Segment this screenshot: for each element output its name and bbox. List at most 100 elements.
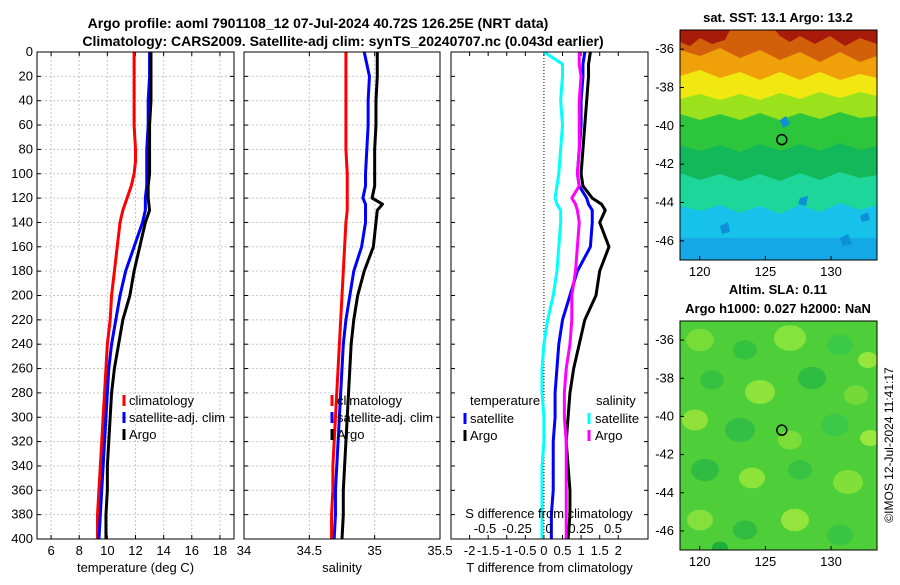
header-title-line1: Argo profile: aoml 7901108_12 07-Jul-202… <box>88 15 549 31</box>
y-tick-label: 320 <box>11 434 33 449</box>
sla-map-title-line1: Altim. SLA: 0.11 <box>729 282 827 297</box>
sst-argo-marker <box>776 133 788 146</box>
y-tick-label: 60 <box>19 117 33 132</box>
map-y-tick-label: -46 <box>655 233 674 248</box>
x-tick-label: 1.5 <box>591 543 609 558</box>
legend-label: climatology <box>129 393 195 408</box>
sla-anomaly-blob <box>774 325 806 351</box>
sla-anomaly-blob <box>827 334 853 356</box>
x-tick-label: 10 <box>100 543 114 558</box>
sla-anomaly-blob <box>691 458 719 482</box>
x-tick-label: 12 <box>128 543 142 558</box>
map-x-tick-label: 125 <box>755 264 777 279</box>
s-axis-title: S difference from climatology <box>465 506 633 521</box>
sla-anomaly-blobs <box>682 325 877 550</box>
x-tick-label: 18 <box>213 543 227 558</box>
x-tick-label: 16 <box>185 543 199 558</box>
y-tick-label: 200 <box>11 288 33 303</box>
sla-anomaly-blob <box>745 380 775 404</box>
y-tick-label: 140 <box>11 214 33 229</box>
legend-label: Argo <box>470 428 497 443</box>
difference-panel: -2 -1.5 -1 -0.5 0 0.5 1 1.5 2T difference from c… <box>450 51 649 575</box>
series-line-satellite-adj-clim <box>97 52 152 539</box>
legend-sal-title: salinity <box>596 393 636 408</box>
sla-anomaly-blob <box>798 366 826 390</box>
sla-anomaly-blob <box>788 460 812 480</box>
plot-area <box>451 52 648 539</box>
salinity-panel: 34 34.5 35 35.5 salinity climatology satellite… <box>237 51 453 575</box>
y-tick-label: 260 <box>11 361 33 376</box>
x-tick-label: 8 <box>76 543 83 558</box>
x-tick-label: -0.5 <box>514 543 536 558</box>
legend-label: satellite-adj. clim <box>129 410 225 425</box>
sla-anomaly-blob <box>687 509 713 531</box>
series-group <box>96 52 153 539</box>
map-y-tick-label: -46 <box>655 523 674 538</box>
x-tick-label: 0.5 <box>553 543 571 558</box>
sla-anomaly-blob <box>781 508 809 532</box>
sst-red-region <box>680 30 877 46</box>
series-group <box>330 52 385 539</box>
x-tick-label: 6 <box>47 543 54 558</box>
sla-anomaly-blob <box>858 352 877 368</box>
map-x-tick-label: 125 <box>755 554 777 569</box>
sst-map-title: sat. SST: 13.1 Argo: 13.2 <box>703 10 853 25</box>
y-tick-label: 240 <box>11 336 33 351</box>
s-axis-tick-label: 0.5 <box>604 521 622 536</box>
legend-label: satellite-adj. clim <box>337 410 433 425</box>
sla-anomaly-blob <box>778 430 802 450</box>
map-y-tick-label: -42 <box>655 156 674 171</box>
map-y-tick-label: -38 <box>655 370 674 385</box>
x-tick-label: -1 <box>501 543 513 558</box>
sla-argo-marker <box>776 424 788 436</box>
sla-anomaly-blob <box>725 418 755 442</box>
sla-map-title-line2: Argo h1000: 0.027 h2000: NaN <box>685 301 871 316</box>
y-tick-label: 340 <box>11 458 33 473</box>
legend-label: Argo <box>337 427 364 442</box>
plot-frame <box>450 51 649 540</box>
map-x-tick-label: 130 <box>820 554 842 569</box>
series-line-salinity-satellite <box>540 52 565 539</box>
x-tick-label: 34 <box>237 543 251 558</box>
y-tick-label: 360 <box>11 482 33 497</box>
y-tick-label: 160 <box>11 239 33 254</box>
x-tick-label: 2 <box>615 543 622 558</box>
x-axis-label: salinity <box>322 560 362 575</box>
legend-label: satellite <box>595 411 639 426</box>
sla-anomaly-blob <box>700 370 724 390</box>
sla-map <box>680 321 877 550</box>
sla-anomaly-blob <box>686 328 714 352</box>
sla-anomaly-blob <box>844 385 868 405</box>
series-line-climatology <box>96 52 137 539</box>
sst-orange-band <box>680 44 877 80</box>
y-tick-label: 40 <box>19 93 33 108</box>
sla-anomaly-blob <box>733 520 757 540</box>
x-tick-label: 14 <box>156 543 170 558</box>
x-tick-label: -1.5 <box>477 543 499 558</box>
map-x-tick-label: 120 <box>689 554 711 569</box>
map-y-tick-label: -42 <box>655 447 674 462</box>
sla-anomaly-blob <box>860 430 877 446</box>
x-axis-label: T difference from climatology <box>466 560 633 575</box>
y-tick-label: 280 <box>11 385 33 400</box>
x-tick-label: 35 <box>367 543 381 558</box>
map-y-tick-label: -38 <box>655 80 674 95</box>
sla-anomaly-blob <box>739 467 765 489</box>
sla-map-frame <box>679 320 878 551</box>
sst-map <box>680 30 877 260</box>
sst-map-frame <box>679 29 878 261</box>
x-tick-label: -2 <box>464 543 476 558</box>
series-line-argo <box>340 52 385 539</box>
plot-frame <box>243 51 441 540</box>
series-line-temperature-satellite <box>549 52 594 539</box>
sla-background <box>680 321 877 550</box>
y-tick-label: 220 <box>11 312 33 327</box>
x-tick-label: 0 <box>540 543 547 558</box>
header-title-line2: Climatology: CARS2009. Satellite-adj cli… <box>82 33 603 49</box>
x-tick-label: 34.5 <box>297 543 322 558</box>
sla-map-axes: 120 125 130 -36 -38 -40 -42 -44 -46 <box>655 332 842 569</box>
series-line-satellite-adj-clim <box>332 52 371 539</box>
copyright-text: ©IMOS 12-Jul-2024 11:41:17 <box>882 367 896 523</box>
legend-label: Argo <box>129 427 156 442</box>
